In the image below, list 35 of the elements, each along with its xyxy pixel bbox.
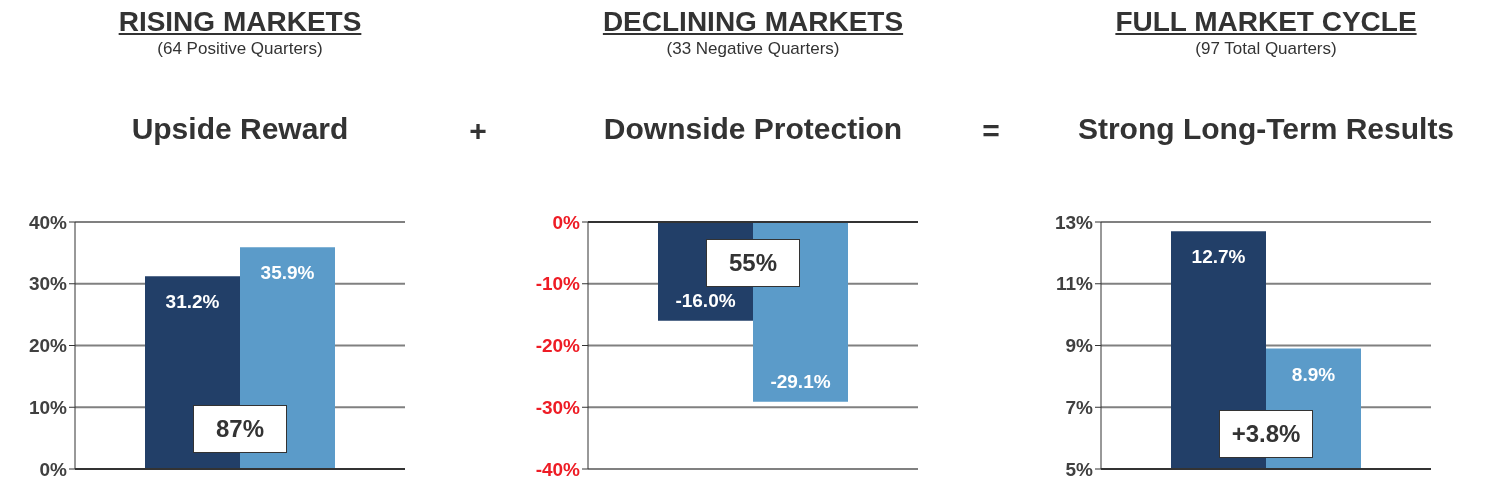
y-tick-label: 5%: [1065, 458, 1094, 480]
y-tick-label: -20%: [535, 335, 581, 357]
y-tick-label: 30%: [28, 273, 68, 295]
y-tick-label: -30%: [535, 396, 581, 418]
data-label: -29.1%: [770, 370, 831, 392]
text: Downside Protection: [602, 112, 904, 146]
data-label: 8.9%: [1291, 363, 1336, 385]
data-label: 12.7%: [1191, 246, 1246, 268]
data-label: 31.2%: [165, 291, 220, 313]
y-tick-label: 20%: [28, 335, 68, 357]
chart-subtitle: (64 Positive Quarters): [156, 39, 324, 59]
chart-title: DECLINING MARKETS: [601, 6, 905, 38]
text: Strong Long-Term Results: [1076, 112, 1456, 146]
chart-title: FULL MARKET CYCLE: [1114, 6, 1418, 38]
y-tick-label: 0%: [39, 458, 68, 480]
data-label: -16.0%: [675, 289, 736, 311]
y-tick-label: 13%: [1054, 211, 1094, 233]
annotation: +3.8%: [1219, 409, 1313, 458]
text: +: [468, 114, 488, 148]
text: Upside Reward: [130, 112, 350, 146]
annotation: 55%: [706, 239, 800, 288]
y-tick-label: 0%: [552, 211, 581, 233]
y-tick-label: 40%: [28, 211, 68, 233]
chart-subtitle: (97 Total Quarters): [1194, 39, 1338, 59]
y-tick-label: 9%: [1065, 335, 1094, 357]
data-label: 35.9%: [260, 262, 315, 284]
chart-subtitle: (33 Negative Quarters): [665, 39, 841, 59]
y-tick-label: -10%: [535, 273, 581, 295]
y-tick-label: 7%: [1065, 396, 1094, 418]
text: =: [981, 114, 1001, 148]
y-tick-label: 10%: [28, 396, 68, 418]
y-tick-label: -40%: [535, 458, 581, 480]
annotation: 87%: [193, 404, 287, 453]
y-tick-label: 11%: [1056, 273, 1094, 295]
chart-title: RISING MARKETS: [117, 6, 363, 38]
